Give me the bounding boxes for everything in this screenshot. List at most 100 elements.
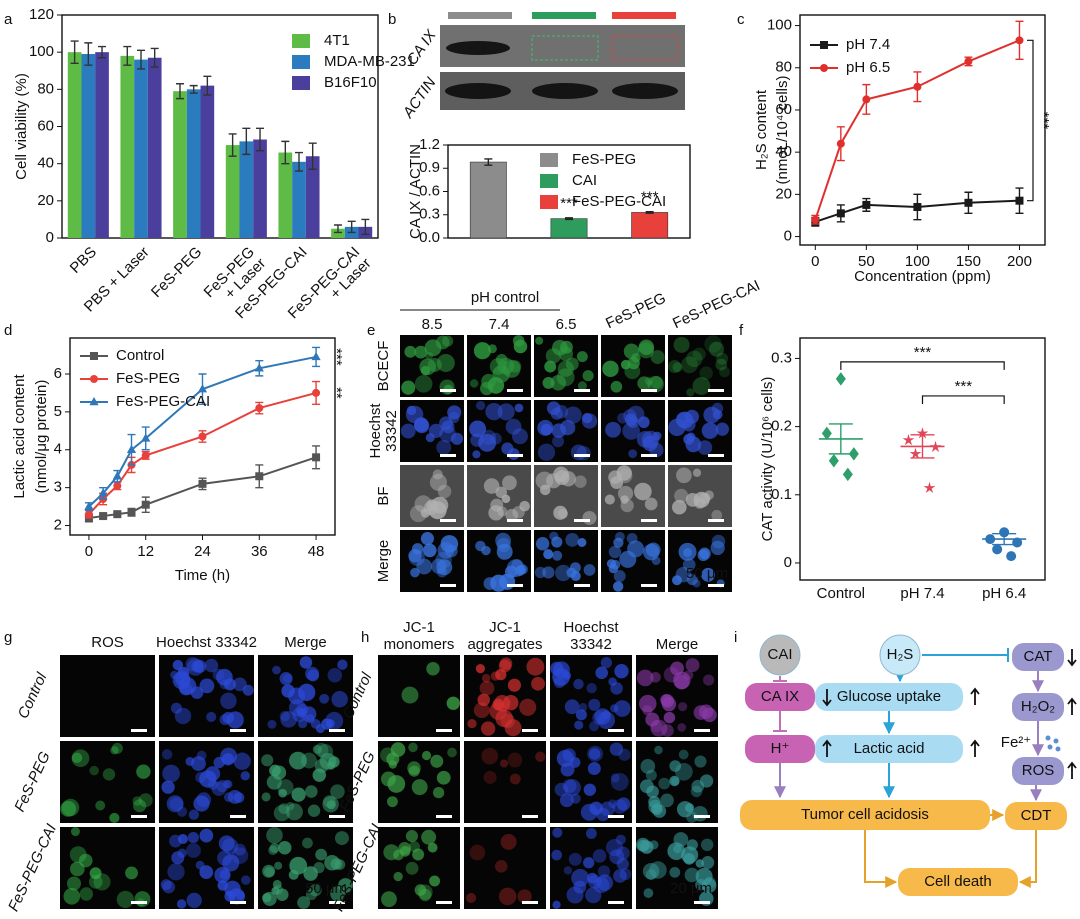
- y-tick-label: 0.1: [771, 486, 792, 503]
- node-label: CAI: [767, 646, 792, 663]
- cell: [612, 581, 624, 592]
- legend-marker: [90, 352, 98, 360]
- cell: [66, 876, 81, 891]
- data-point: [312, 388, 321, 397]
- diagram-node: [740, 800, 990, 830]
- row-label: BF: [375, 486, 392, 505]
- legend-label: 4T1: [324, 32, 350, 49]
- cell: [266, 827, 283, 844]
- cell: [414, 345, 428, 359]
- data-point: [836, 209, 845, 218]
- cell: [116, 890, 134, 908]
- error-bar: [123, 45, 132, 66]
- data-point: [964, 198, 973, 207]
- cell: [401, 686, 419, 704]
- cell: [296, 708, 307, 718]
- cell: [634, 482, 652, 501]
- column-label: monomers: [384, 636, 455, 653]
- cell: [309, 883, 322, 897]
- node-label: Cell death: [924, 873, 992, 890]
- error-bar: [308, 142, 317, 170]
- cell: [133, 799, 147, 813]
- node-label: CDT: [1021, 807, 1052, 824]
- cell: [473, 702, 490, 719]
- legend-label: B16F10: [324, 74, 377, 91]
- cell: [193, 795, 210, 812]
- cell: [540, 423, 553, 436]
- data-point: [254, 363, 264, 372]
- row-label: Merge: [375, 540, 392, 583]
- cell: [604, 494, 615, 505]
- cell: [400, 423, 416, 439]
- cell: [564, 699, 580, 715]
- diagram-node: [745, 735, 815, 763]
- scale-bar: [436, 729, 452, 732]
- cell: [637, 376, 652, 391]
- cell: [500, 833, 517, 850]
- cell: [588, 748, 601, 760]
- cell: [199, 770, 217, 788]
- data-point: [964, 57, 973, 66]
- cell: [564, 406, 582, 424]
- y-tick-label: 0.0: [419, 229, 440, 246]
- cell: [608, 563, 619, 574]
- cell: [288, 869, 299, 880]
- cell: [79, 887, 94, 901]
- cell: [162, 764, 180, 783]
- column-label: Merge: [284, 634, 327, 651]
- cell: [268, 845, 278, 855]
- x-tick-label: 150: [956, 253, 981, 270]
- cell: [436, 353, 455, 372]
- cell: [568, 852, 582, 866]
- cell: [650, 376, 663, 389]
- cell: [299, 656, 313, 669]
- column-label: 33342: [570, 636, 612, 653]
- cell: [613, 700, 631, 717]
- x-tick-label: PBS: [67, 244, 100, 277]
- bar: [305, 156, 320, 238]
- data-point: [992, 544, 1003, 555]
- legend-label: FeS-PEG-CAI: [572, 193, 666, 210]
- legend-marker: [820, 64, 828, 72]
- bar: [67, 52, 82, 238]
- panel-letter: b: [388, 11, 396, 28]
- cell: [495, 709, 514, 728]
- cell: [672, 499, 687, 515]
- cell: [552, 550, 563, 561]
- cell: [161, 780, 175, 794]
- panel-letter: a: [4, 11, 13, 28]
- cell: [498, 887, 517, 906]
- cell: [380, 771, 396, 787]
- legend-swatch: [540, 174, 558, 188]
- x-tick-label: 48: [308, 543, 325, 560]
- y-tick-label: 0: [784, 228, 792, 245]
- cell: [285, 801, 295, 811]
- cell: [199, 678, 215, 694]
- scale-bar: [329, 901, 345, 904]
- y-tick-label: 2: [54, 516, 62, 533]
- bar: [120, 55, 135, 239]
- cell: [507, 678, 522, 692]
- cell: [432, 786, 445, 799]
- data-point: [821, 426, 832, 441]
- cell: [660, 693, 673, 706]
- cell: [212, 668, 225, 681]
- cell: [616, 797, 631, 811]
- legend-swatch: [540, 153, 558, 167]
- cell: [176, 899, 187, 909]
- scale-bar: [708, 519, 724, 522]
- significance: ***: [328, 348, 345, 366]
- cell: [685, 350, 703, 368]
- cell: [692, 377, 711, 395]
- y-tick-label: 20: [775, 185, 792, 202]
- cell: [436, 439, 452, 455]
- legend-marker: [89, 397, 99, 406]
- y-tick-label: 3: [54, 479, 62, 496]
- cell: [125, 866, 138, 880]
- cell: [553, 505, 568, 520]
- micrograph: [464, 827, 546, 909]
- y-tick-label: 0: [784, 554, 792, 571]
- cell: [535, 537, 550, 551]
- blot-highlight: [611, 35, 679, 61]
- diagram-node: [1012, 693, 1064, 721]
